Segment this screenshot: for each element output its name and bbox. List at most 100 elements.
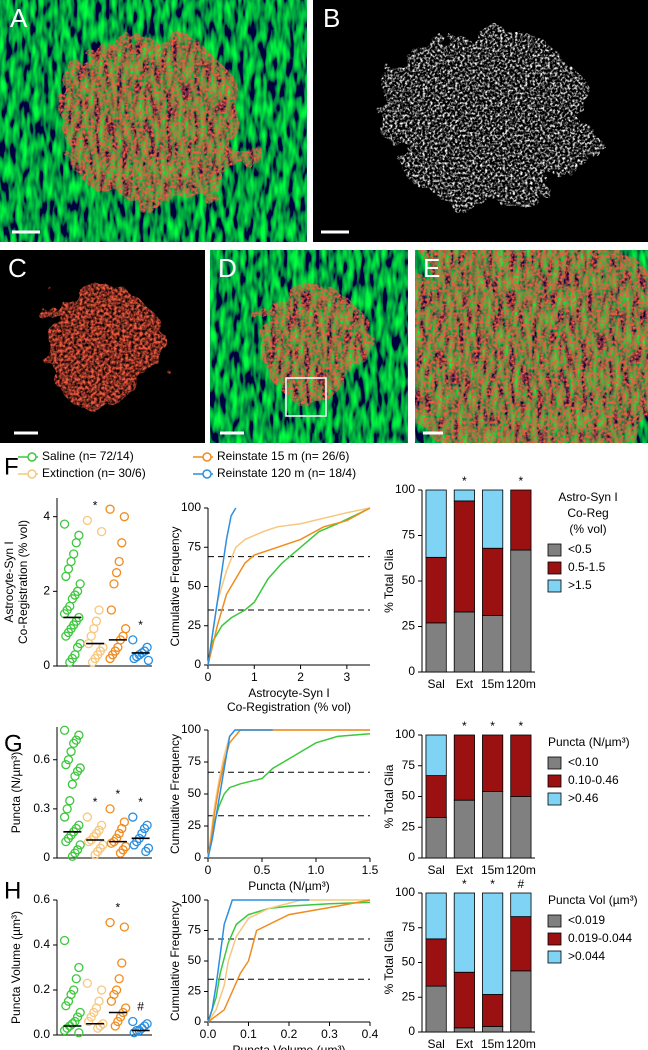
y-tick-label: 100 (395, 482, 415, 496)
data-point (61, 631, 71, 641)
panel-letter: F (4, 453, 19, 480)
data-point (114, 828, 124, 839)
data-point (72, 766, 83, 776)
bar-segment (425, 489, 447, 558)
data-point (61, 836, 71, 847)
legend-label: >1.5 (568, 578, 592, 592)
bar-segment (510, 734, 532, 797)
legend-title: Co-Reg (567, 506, 608, 520)
y-tick-label: 25 (402, 619, 416, 633)
bar-segment (482, 547, 504, 616)
y-tick-label: 0 (408, 1024, 415, 1038)
data-point (75, 840, 85, 850)
y-tick-label: 100 (181, 722, 201, 736)
significance-mark: * (462, 474, 467, 488)
bar-segment (482, 615, 504, 673)
panel-letter: G (4, 730, 23, 757)
x-tick-label: 0.1 (240, 1027, 257, 1041)
y-tick-label: 0.3 (33, 801, 50, 815)
legend-swatch (547, 950, 562, 964)
panel-letter: A (10, 3, 28, 33)
data-point (114, 556, 124, 567)
cumulative-line (207, 507, 237, 666)
bar-segment (453, 500, 475, 613)
significance-mark: * (519, 474, 524, 488)
bar-segment (510, 489, 532, 551)
x-tick-label: 1.5 (362, 863, 379, 877)
bar-segment (425, 892, 447, 940)
x-tick-label: 3 (344, 670, 351, 684)
bar-segment (453, 611, 475, 673)
data-point (74, 962, 84, 973)
data-point (83, 1016, 94, 1027)
data-point (89, 624, 99, 634)
data-point (86, 631, 96, 641)
y-tick-label: 75 (188, 923, 202, 937)
bar-segment (510, 796, 532, 859)
y-tick-label: 25 (188, 984, 202, 998)
y-tick-label: 4 (43, 509, 50, 523)
data-point (74, 730, 84, 740)
axis-label: Astrocyte-Syn I (248, 686, 329, 700)
data-point (106, 605, 117, 615)
cumulative-line (207, 729, 370, 859)
data-point (61, 571, 71, 582)
axis-label: % Total Glia (382, 930, 396, 994)
bar-segment (453, 799, 475, 859)
legend-label: 0.10-0.46 (568, 773, 619, 787)
y-tick-label: 100 (181, 500, 201, 514)
x-tick-label: Ext (456, 1037, 474, 1050)
panel-letter: H (4, 877, 21, 904)
data-point (83, 836, 94, 847)
y-tick-label: 50 (402, 573, 416, 587)
panel-letter: E (423, 253, 440, 283)
data-point (106, 838, 117, 848)
data-point (63, 564, 74, 574)
legend-label: Extinction (n= 30/6) (42, 466, 146, 480)
bar-segment (425, 938, 447, 987)
significance-mark: * (116, 787, 121, 801)
data-point (128, 1016, 138, 1027)
axis-label: % Total Glia (382, 764, 396, 828)
legend-swatch (547, 774, 562, 788)
data-point (129, 653, 139, 664)
axis-label: Puncta Volume (µm³) (233, 1043, 346, 1050)
data-point (61, 760, 71, 770)
data-point (121, 624, 131, 634)
axis-label: Astrocyte-Syn I (2, 541, 16, 622)
data-point (63, 996, 74, 1006)
bar-segment (510, 549, 532, 673)
x-tick-label: Ext (456, 863, 474, 877)
panel-letter: D (218, 253, 237, 283)
data-point (141, 846, 151, 857)
data-point (65, 796, 75, 806)
x-tick-label: 0.5 (254, 863, 271, 877)
significance-mark: * (93, 499, 98, 513)
x-tick-label: 1 (251, 670, 258, 684)
cumulative-line (207, 507, 371, 666)
x-tick-label: Sal (427, 1037, 444, 1050)
data-point (69, 738, 79, 749)
data-point (143, 655, 154, 666)
significance-mark: * (138, 618, 143, 632)
significance-mark: # (137, 1000, 144, 1014)
bar-segment (425, 734, 447, 776)
y-tick-label: 75 (188, 754, 202, 768)
y-tick-label: 0.6 (33, 752, 50, 766)
y-tick-label: 25 (402, 989, 416, 1003)
legend-label: <0.10 (568, 755, 599, 769)
legend-label: >0.044 (568, 949, 605, 963)
data-point (142, 1019, 152, 1029)
bar-segment (425, 556, 447, 624)
data-point (139, 823, 150, 834)
y-tick-label: 25 (188, 618, 202, 632)
y-tick-label: 50 (188, 786, 202, 800)
x-tick-label: 0.4 (362, 1027, 379, 1041)
legend-swatch (547, 756, 562, 770)
legend-marker (27, 452, 37, 462)
data-point (74, 530, 84, 540)
image-panel: A (0, 0, 307, 242)
data-point (105, 504, 115, 514)
legend-label: Reinstate 15 m (n= 26/6) (217, 449, 349, 463)
